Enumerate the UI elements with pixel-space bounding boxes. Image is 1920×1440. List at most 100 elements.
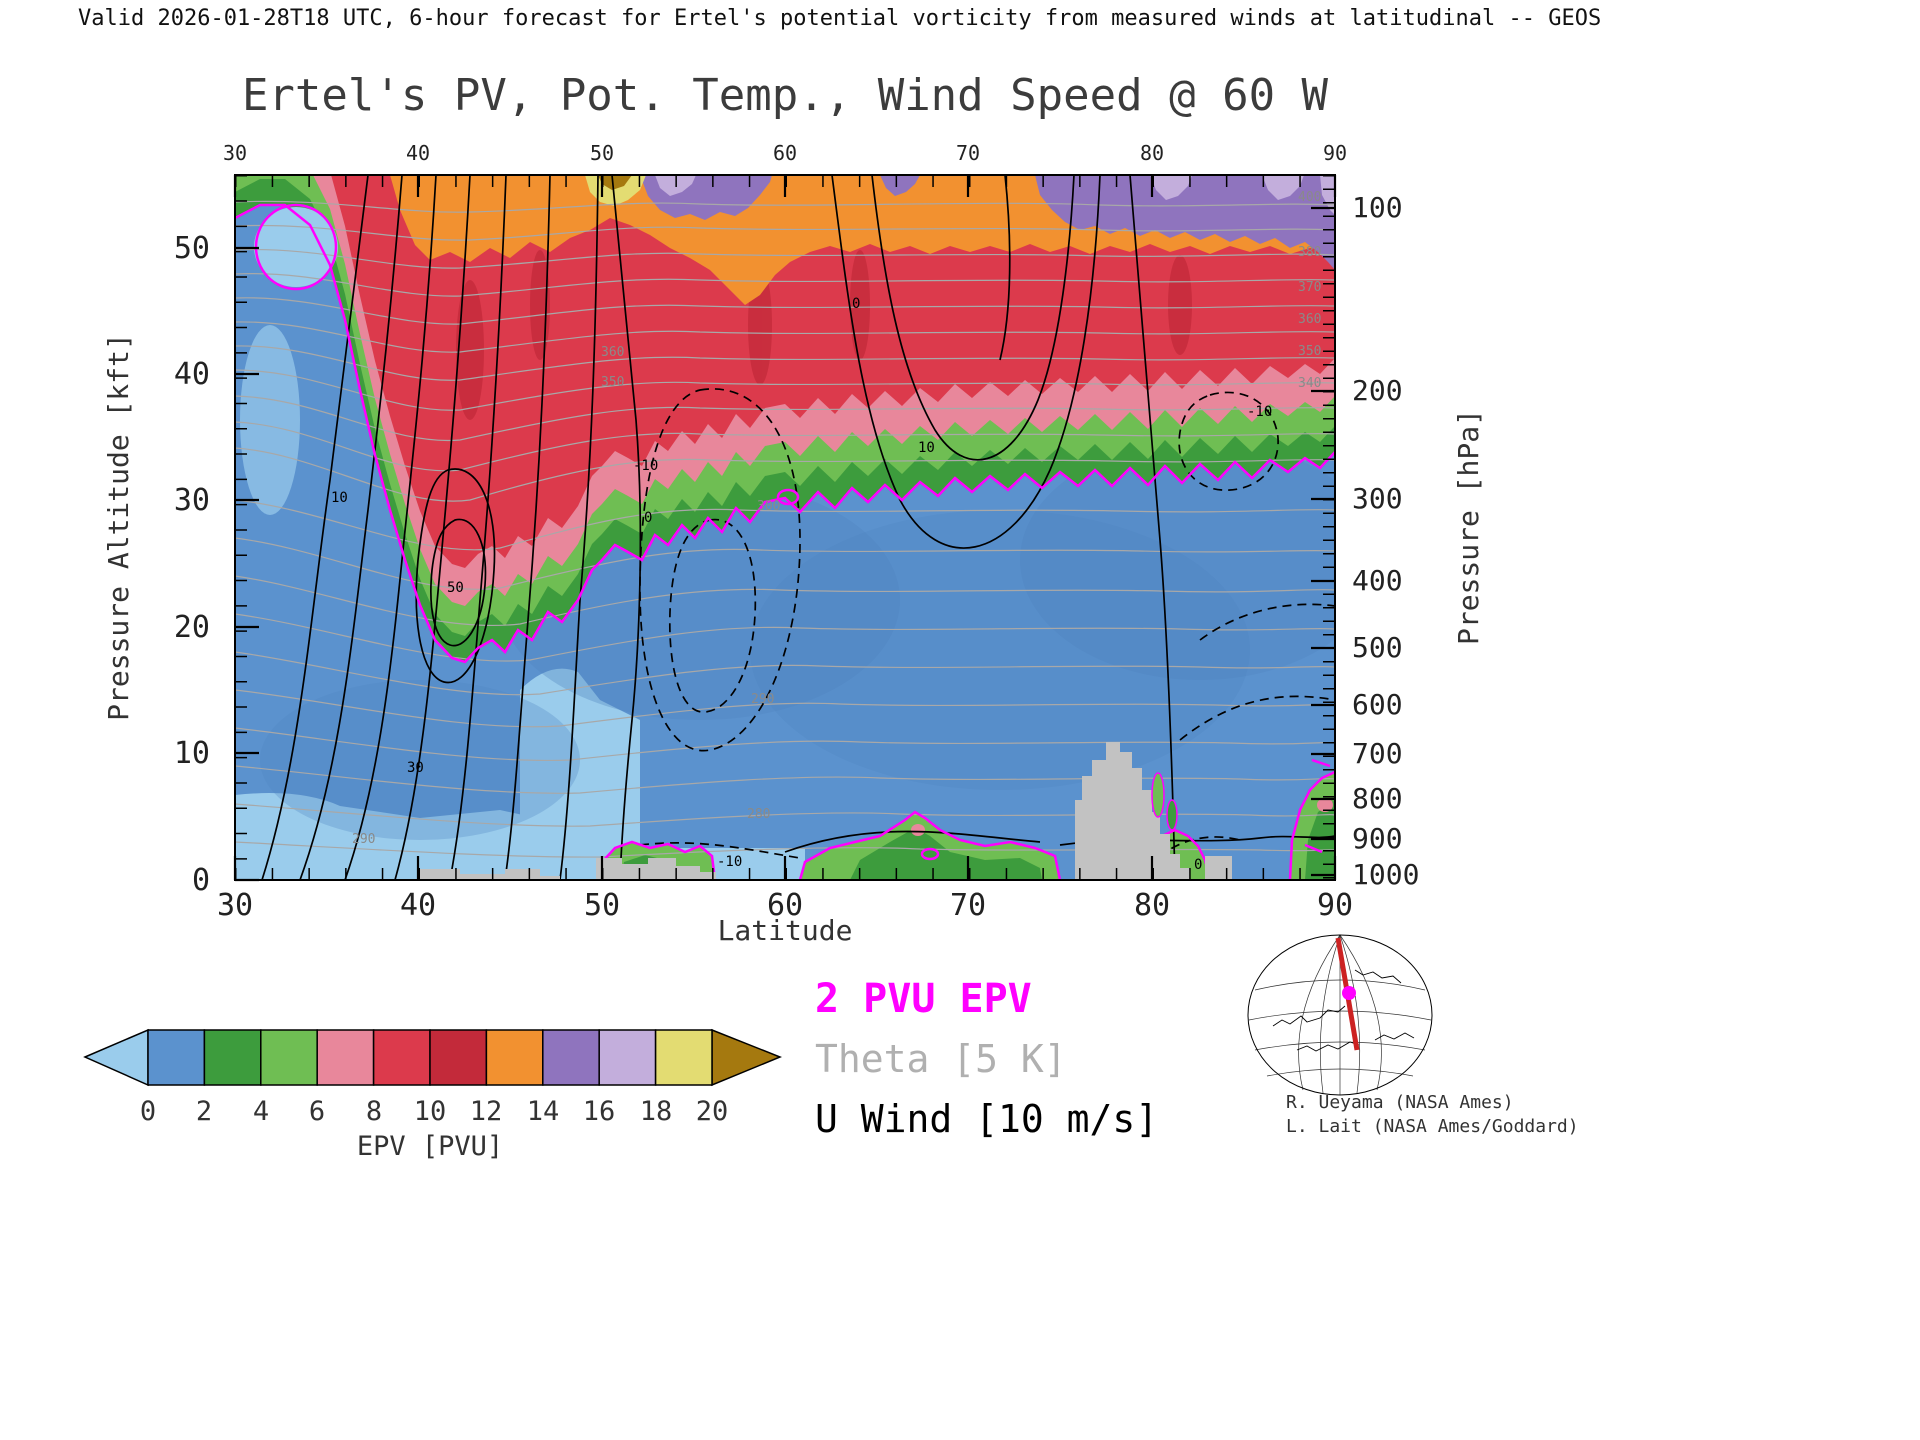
legend-uwind: U Wind [10 m/s] xyxy=(815,1097,1158,1141)
overlay-legend: 2 PVU EPV Theta [5 K] U Wind [10 m/s] xyxy=(815,976,1158,1141)
y-axis-right-labels: 100 200 300 400 500 600 700 800 900 1000 xyxy=(1352,191,1419,891)
svg-text:-10: -10 xyxy=(717,854,742,870)
svg-text:30: 30 xyxy=(223,141,247,165)
legend-theta: Theta [5 K] xyxy=(815,1037,1067,1081)
location-marker xyxy=(1342,986,1356,1000)
svg-text:380: 380 xyxy=(1298,245,1321,260)
x-axis-top-labels: 30 40 50 60 70 80 90 xyxy=(223,141,1347,165)
major-ticks xyxy=(233,175,1337,882)
y-axis-left-labels: 0 10 20 30 40 50 xyxy=(174,231,210,898)
svg-text:280: 280 xyxy=(747,807,770,822)
svg-text:0: 0 xyxy=(1194,857,1202,873)
svg-text:16: 16 xyxy=(583,1096,616,1127)
svg-text:300: 300 xyxy=(1352,482,1403,515)
x-axis-bottom-labels: 30 40 50 60 70 80 90 xyxy=(217,888,1353,923)
axes: 30 40 50 60 70 80 90 30 40 50 60 70 80 9… xyxy=(102,141,1485,947)
svg-text:70: 70 xyxy=(950,888,986,923)
svg-text:10: 10 xyxy=(918,440,935,456)
wind-contour-labels: 50 30 10 0 -10 -10 0 10 -10 0 xyxy=(331,296,1272,873)
svg-text:12: 12 xyxy=(470,1096,503,1127)
svg-text:2: 2 xyxy=(196,1096,212,1127)
svg-text:100: 100 xyxy=(1352,191,1403,224)
svg-text:350: 350 xyxy=(1298,344,1321,359)
legend-pv2: 2 PVU EPV xyxy=(815,976,1032,1022)
theta-contours xyxy=(235,200,1335,858)
svg-text:290: 290 xyxy=(352,832,375,847)
x-axis-title: Latitude xyxy=(718,914,853,947)
epv-lowpv-pocket xyxy=(254,207,338,287)
epv-overrange-spot xyxy=(598,175,632,190)
svg-text:400: 400 xyxy=(1298,190,1321,205)
svg-text:50: 50 xyxy=(174,231,210,266)
svg-text:300: 300 xyxy=(757,499,780,514)
svg-text:8: 8 xyxy=(366,1096,382,1127)
location-inset-map xyxy=(1247,934,1433,1096)
svg-text:800: 800 xyxy=(1352,782,1403,815)
colorbar-title: EPV [PVU] xyxy=(357,1131,503,1162)
epv-band-10-12-streaks xyxy=(456,250,1192,420)
svg-text:20: 20 xyxy=(696,1096,729,1127)
svg-text:40: 40 xyxy=(406,141,430,165)
svg-text:360: 360 xyxy=(1298,312,1321,327)
svg-text:30: 30 xyxy=(217,888,253,923)
y-axis-right-title: Pressure [hPa] xyxy=(1452,409,1485,645)
svg-text:360: 360 xyxy=(601,345,624,360)
svg-text:20: 20 xyxy=(174,610,210,645)
svg-text:500: 500 xyxy=(1352,631,1403,664)
svg-text:-10: -10 xyxy=(1247,404,1272,420)
credit-line-2: L. Lait (NASA Ames/Goddard) xyxy=(1286,1116,1579,1137)
svg-text:340: 340 xyxy=(1298,376,1321,391)
colorbar-over-arrow xyxy=(711,1028,783,1087)
epv-texture xyxy=(1020,440,1335,680)
colorbar-tick-labels: 0 2 4 6 8 10 12 14 16 18 20 xyxy=(140,1096,728,1127)
theta-contour-labels: 400 380 370 360 350 340 360 350 300 290 … xyxy=(352,190,1321,847)
svg-text:80: 80 xyxy=(1134,888,1170,923)
svg-text:90: 90 xyxy=(1317,888,1353,923)
svg-text:10: 10 xyxy=(331,490,348,506)
svg-text:10: 10 xyxy=(174,736,210,771)
credits: R. Ueyama (NASA Ames) L. Lait (NASA Ames… xyxy=(1286,1092,1579,1137)
graticule xyxy=(1248,934,1432,1095)
uwind-contours-dashed xyxy=(639,388,1335,880)
epv-texture xyxy=(750,510,1250,790)
svg-text:50: 50 xyxy=(590,141,614,165)
svg-text:900: 900 xyxy=(1352,822,1403,855)
svg-text:290: 290 xyxy=(751,692,774,707)
colorbar: 0 2 4 6 8 10 12 14 16 18 20 EPV [PVU] xyxy=(83,1028,783,1162)
svg-text:50: 50 xyxy=(447,580,464,596)
svg-text:30: 30 xyxy=(174,483,210,518)
svg-text:50: 50 xyxy=(584,888,620,923)
validity-header: Valid 2026-01-28T18 UTC, 6-hour forecast… xyxy=(78,6,1602,31)
svg-text:90: 90 xyxy=(1323,141,1347,165)
terrain xyxy=(418,742,1232,880)
svg-text:-10: -10 xyxy=(633,458,658,474)
epv-underrange-patch xyxy=(240,325,300,515)
svg-text:14: 14 xyxy=(527,1096,560,1127)
svg-text:70: 70 xyxy=(956,141,980,165)
epv-band-16-18 xyxy=(655,175,1335,215)
svg-text:0: 0 xyxy=(192,863,210,898)
svg-text:350: 350 xyxy=(601,375,624,390)
svg-text:0: 0 xyxy=(140,1096,156,1127)
svg-text:200: 200 xyxy=(1352,374,1403,407)
epv-band-18-20 xyxy=(585,175,646,206)
svg-text:0: 0 xyxy=(852,296,860,312)
svg-text:30: 30 xyxy=(407,760,424,776)
svg-text:10: 10 xyxy=(414,1096,447,1127)
credit-line-1: R. Ueyama (NASA Ames) xyxy=(1286,1092,1514,1113)
colorbar-segments xyxy=(147,1029,713,1086)
svg-text:0: 0 xyxy=(644,510,652,526)
uwind-contours-solid xyxy=(261,175,1335,880)
svg-text:40: 40 xyxy=(174,357,210,392)
colorbar-under-arrow xyxy=(83,1028,149,1087)
svg-text:60: 60 xyxy=(767,888,803,923)
svg-text:80: 80 xyxy=(1140,141,1164,165)
epv-underrange-patch xyxy=(520,668,640,880)
svg-text:6: 6 xyxy=(309,1096,325,1127)
svg-text:4: 4 xyxy=(253,1096,269,1127)
svg-text:370: 370 xyxy=(1298,280,1321,295)
terrain-flank-pv-streaks xyxy=(1151,772,1178,831)
epv-shaded-field: 50 30 10 0 -10 -10 0 10 -10 0 400 380 37… xyxy=(235,175,1335,880)
